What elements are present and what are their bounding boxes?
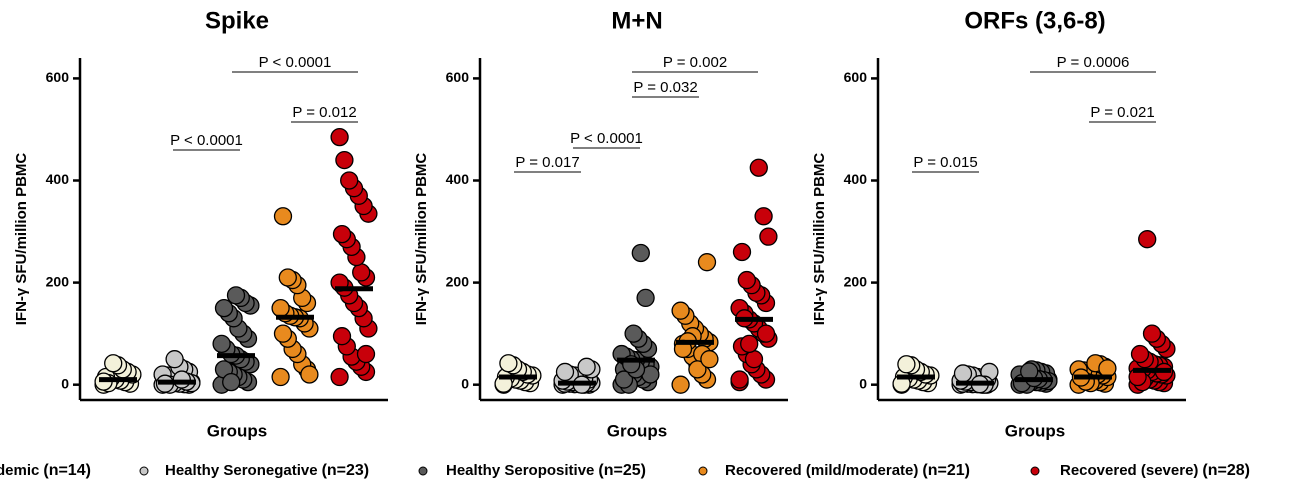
data-point xyxy=(577,357,596,376)
legend-marker xyxy=(698,466,708,476)
data-point xyxy=(759,227,778,246)
data-point xyxy=(555,362,575,382)
y-tick-label: 600 xyxy=(446,69,470,85)
data-point xyxy=(697,253,717,272)
legend-label: Healthy Seronegative (n=23) xyxy=(165,462,369,479)
data-point xyxy=(330,367,349,387)
x-axis-label: Groups xyxy=(607,421,667,440)
data-point xyxy=(749,158,768,177)
data-point xyxy=(756,324,776,343)
chart-title: M+N xyxy=(611,7,662,34)
data-point xyxy=(1142,324,1162,343)
y-tick-label: 200 xyxy=(844,273,868,289)
legend-label: Healthy Seropositive (n=25) xyxy=(446,462,646,479)
legend-label: Recovered (severe) (n=28) xyxy=(1060,462,1250,479)
data-point xyxy=(754,207,773,226)
data-point xyxy=(897,355,916,374)
legend-name: Recovered (mild/moderate) xyxy=(725,462,918,479)
y-tick-label: 200 xyxy=(446,273,470,289)
data-point xyxy=(1130,344,1150,364)
y-tick-label: 200 xyxy=(46,273,70,289)
p-value-label: P = 0.032 xyxy=(633,79,697,96)
p-value-label: P < 0.0001 xyxy=(259,54,332,71)
legend-marker xyxy=(418,466,428,476)
legend-name: Healthy Seropositive xyxy=(446,462,594,479)
legend-count: (n=25) xyxy=(598,462,646,479)
chart-title: Spike xyxy=(205,7,269,34)
data-point xyxy=(273,324,293,343)
legend-name: demic xyxy=(0,462,39,479)
y-axis-label: IFN-γ SFU/million PBMC xyxy=(413,153,430,326)
data-point xyxy=(730,370,749,389)
data-point xyxy=(273,207,293,226)
p-value-label: P = 0.021 xyxy=(1090,104,1154,121)
data-point xyxy=(356,344,376,364)
data-point xyxy=(335,150,354,170)
data-point xyxy=(271,298,290,318)
data-point xyxy=(1098,359,1117,378)
data-point xyxy=(499,354,518,373)
data-point xyxy=(172,370,191,389)
data-point xyxy=(953,364,973,383)
x-axis-label: Groups xyxy=(1005,421,1065,440)
data-point xyxy=(300,365,319,384)
data-point xyxy=(222,372,241,392)
legend-count: (n=28) xyxy=(1202,462,1250,479)
y-tick-label: 600 xyxy=(844,69,868,85)
p-value-label: P < 0.0001 xyxy=(570,130,643,147)
p-value-label: P = 0.012 xyxy=(292,104,356,121)
legend-count: (n=23) xyxy=(322,462,370,479)
data-point xyxy=(700,350,719,369)
data-point xyxy=(352,263,371,282)
p-value-label: P = 0.0006 xyxy=(1057,54,1130,71)
data-point xyxy=(671,301,690,320)
data-point xyxy=(631,243,650,263)
legend-marker xyxy=(1030,466,1040,476)
data-point xyxy=(740,334,759,354)
data-point xyxy=(340,171,359,190)
data-point xyxy=(624,324,643,343)
data-point xyxy=(332,327,352,346)
data-point xyxy=(165,350,184,369)
p-value-label: P = 0.015 xyxy=(913,154,977,171)
data-point xyxy=(671,375,690,394)
y-tick-label: 400 xyxy=(844,171,868,187)
y-axis-label: IFN-γ SFU/million PBMC xyxy=(13,153,30,326)
y-tick-label: 400 xyxy=(446,171,470,187)
y-tick-label: 0 xyxy=(859,375,867,391)
legend-label: demic (n=14) xyxy=(0,462,91,479)
data-point xyxy=(226,286,246,305)
legend-count: (n=14) xyxy=(43,462,91,479)
y-tick-label: 0 xyxy=(461,375,469,391)
data-point xyxy=(278,268,297,287)
data-point xyxy=(214,298,234,318)
p-value-label: P = 0.002 xyxy=(663,54,727,71)
y-tick-label: 400 xyxy=(46,171,70,187)
data-point xyxy=(614,370,634,389)
y-axis-label: IFN-γ SFU/million PBMC xyxy=(811,153,828,326)
x-axis-label: Groups xyxy=(207,421,267,440)
legend-name: Healthy Seronegative xyxy=(165,462,318,479)
legend-count: (n=21) xyxy=(922,462,970,479)
data-point xyxy=(104,354,123,373)
y-tick-label: 600 xyxy=(46,69,70,85)
legend-label: Recovered (mild/moderate) (n=21) xyxy=(725,462,970,479)
data-point xyxy=(330,127,349,147)
chart-title: ORFs (3,6-8) xyxy=(964,7,1105,34)
legend-name: Recovered (severe) xyxy=(1060,462,1198,479)
data-point xyxy=(1138,230,1157,249)
legend-marker xyxy=(139,466,149,476)
data-point xyxy=(688,360,707,379)
data-point xyxy=(212,334,231,354)
p-value-label: P < 0.0001 xyxy=(170,132,243,149)
p-value-label: P = 0.017 xyxy=(515,154,579,171)
data-point xyxy=(636,288,655,308)
data-point xyxy=(332,224,352,244)
data-point xyxy=(737,270,756,290)
data-point xyxy=(732,242,752,262)
data-point xyxy=(744,350,764,369)
y-tick-label: 0 xyxy=(61,375,69,391)
data-point xyxy=(271,367,290,387)
